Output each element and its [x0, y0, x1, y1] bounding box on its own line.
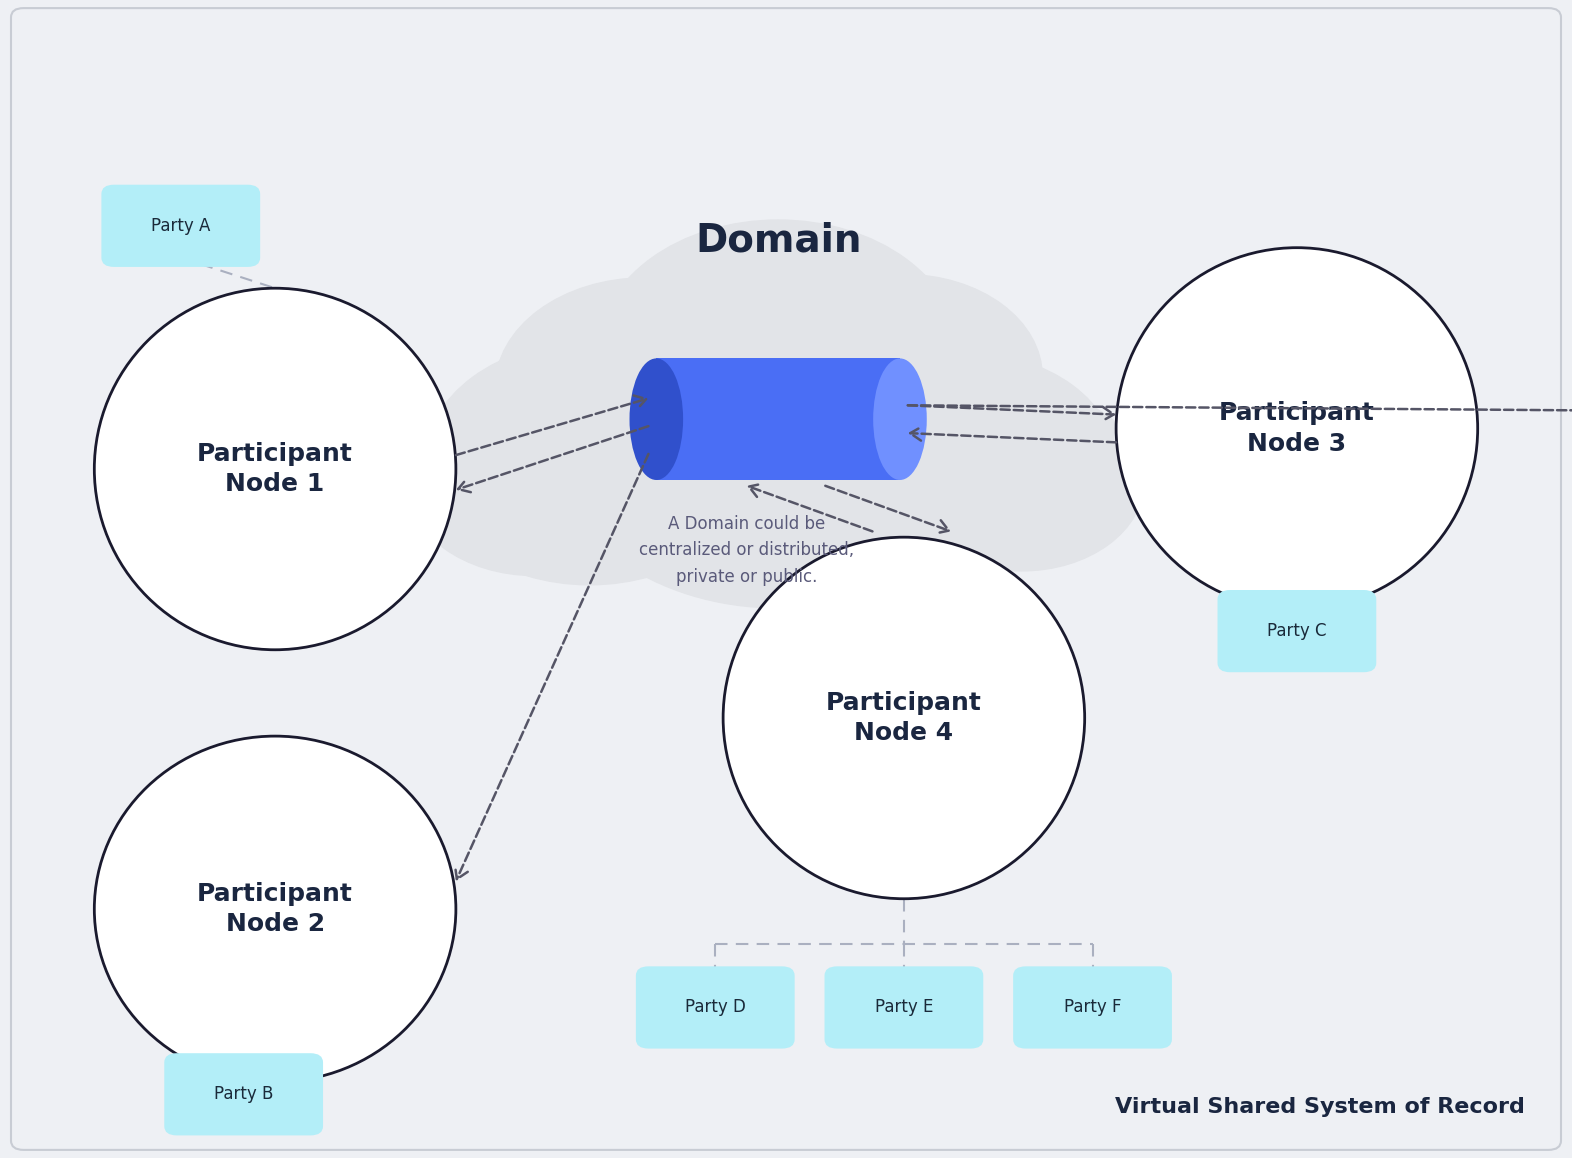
FancyArrowPatch shape	[909, 405, 1115, 420]
Circle shape	[817, 353, 1116, 573]
FancyBboxPatch shape	[635, 966, 795, 1049]
Circle shape	[495, 278, 794, 498]
FancyBboxPatch shape	[101, 185, 261, 266]
FancyBboxPatch shape	[1217, 591, 1377, 672]
FancyArrowPatch shape	[454, 454, 648, 879]
Circle shape	[766, 274, 1042, 478]
Circle shape	[424, 342, 755, 585]
FancyArrowPatch shape	[910, 427, 1116, 442]
Text: Party B: Party B	[214, 1085, 274, 1104]
Text: Party F: Party F	[1064, 998, 1121, 1017]
Text: Participant
Node 1: Participant Node 1	[196, 441, 354, 497]
Text: Party A: Party A	[151, 217, 211, 235]
FancyBboxPatch shape	[163, 1054, 324, 1135]
Text: Participant
Node 3: Participant Node 3	[1218, 401, 1376, 456]
Ellipse shape	[94, 736, 456, 1082]
Ellipse shape	[723, 537, 1085, 899]
Text: Party E: Party E	[874, 998, 934, 1017]
Text: A Domain could be
centralized or distributed,
private or public.: A Domain could be centralized or distrib…	[640, 514, 854, 586]
Circle shape	[597, 220, 959, 486]
Text: Virtual Shared System of Record: Virtual Shared System of Record	[1115, 1098, 1525, 1117]
Text: Party C: Party C	[1267, 622, 1327, 640]
FancyArrowPatch shape	[456, 396, 646, 455]
FancyBboxPatch shape	[657, 359, 899, 479]
Text: Domain: Domain	[695, 222, 861, 261]
Ellipse shape	[94, 288, 456, 650]
FancyBboxPatch shape	[824, 966, 984, 1049]
Circle shape	[406, 386, 663, 576]
Text: Participant
Node 4: Participant Node 4	[825, 690, 982, 746]
FancyArrowPatch shape	[748, 484, 872, 532]
FancyArrowPatch shape	[909, 405, 1572, 422]
FancyBboxPatch shape	[1014, 966, 1173, 1049]
Text: Participant
Node 2: Participant Node 2	[196, 881, 354, 937]
Ellipse shape	[629, 359, 684, 479]
FancyArrowPatch shape	[457, 426, 648, 492]
FancyArrowPatch shape	[825, 486, 949, 534]
FancyBboxPatch shape	[11, 8, 1561, 1150]
Ellipse shape	[1116, 248, 1478, 609]
Ellipse shape	[872, 359, 927, 479]
Circle shape	[899, 390, 1144, 571]
Circle shape	[550, 272, 1006, 608]
Text: Party D: Party D	[685, 998, 745, 1017]
